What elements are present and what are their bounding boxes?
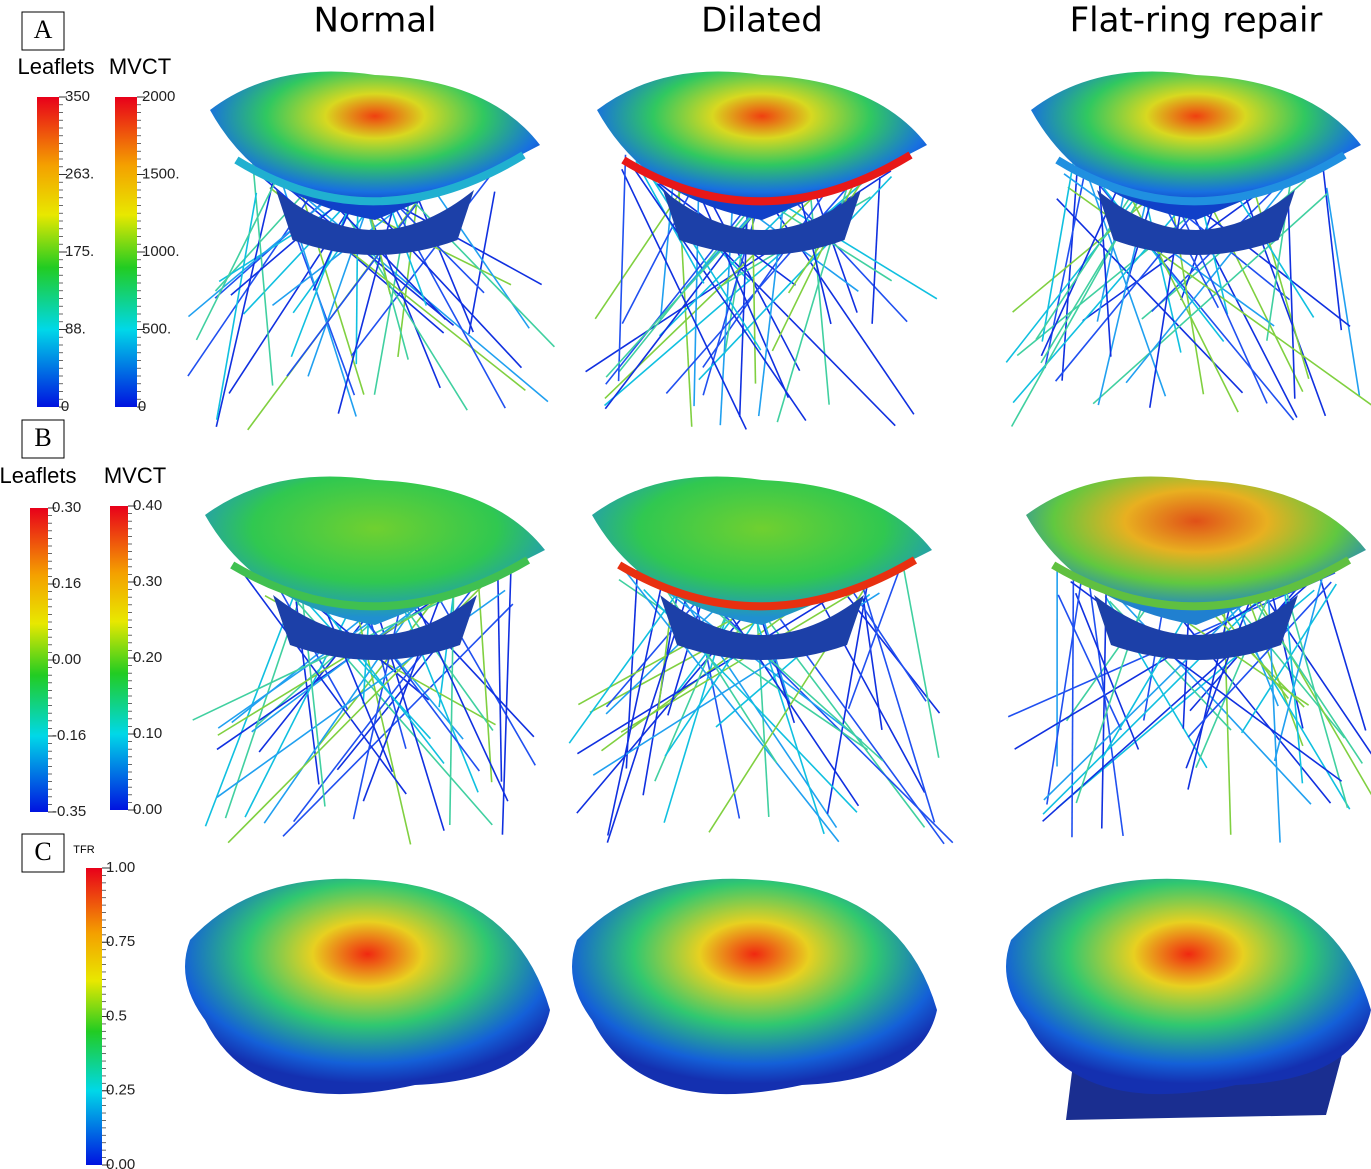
colorbar-tick-label: 500. [142, 320, 171, 337]
column-header: Normal [313, 1, 436, 41]
colorbar-tick-label: -0.35 [52, 803, 86, 820]
colorbar-tick-label: 88. [65, 320, 86, 337]
colorbar-tick-label: 0.75 [106, 933, 135, 950]
colorbar-tick-label: 0.5 [106, 1007, 127, 1024]
valve-rendering [1008, 477, 1371, 843]
colorbar [37, 97, 59, 407]
valve-rendering [586, 72, 937, 430]
colorbar [86, 868, 102, 1165]
panel-label: C [34, 837, 51, 866]
colorbar-tick-label: 263. [65, 165, 94, 182]
colorbar-tick-label: 0.10 [133, 725, 162, 742]
colorbar [110, 506, 128, 810]
valve-rendering [188, 72, 554, 430]
chorda [872, 177, 880, 324]
column-header: Flat-ring repair [1070, 1, 1323, 41]
colorbar-tick-label: 0.00 [106, 1156, 135, 1169]
chorda [1047, 558, 1085, 804]
valve-surface [1006, 879, 1371, 1094]
colorbar-tick-label: 2000 [142, 88, 175, 105]
colorbar-tick-label: -0.16 [52, 727, 86, 744]
chorda [498, 569, 502, 781]
colorbar-tick-label: 0.25 [106, 1082, 135, 1099]
colorbar-title: TFR [73, 844, 94, 856]
valve-surface [572, 879, 937, 1094]
panel-label: A [34, 15, 53, 44]
colorbar-tick-label: 350 [65, 88, 90, 105]
column-header: Dilated [701, 1, 823, 41]
chorda [1045, 160, 1087, 368]
valve-rendering [1006, 72, 1371, 427]
colorbar-tick-label: 0.16 [52, 575, 81, 592]
colorbar-tick-label: 0.00 [133, 801, 162, 818]
valve-rendering [193, 477, 545, 845]
colorbar-tick-label: 175. [65, 243, 94, 260]
chorda [1041, 168, 1126, 355]
colorbar-tick-label: 1500. [142, 165, 180, 182]
colorbar-title: Leaflets [0, 463, 77, 488]
valve-surface [185, 879, 550, 1094]
colorbar-tick-label: 0 [61, 398, 69, 415]
valve-rendering [569, 477, 953, 844]
chorda [1322, 158, 1341, 330]
colorbar-title: MVCT [109, 54, 171, 79]
figure: Normal Dilated Flat-ring repair A Leaflets 35… [0, 0, 1371, 1169]
chorda [1327, 188, 1360, 396]
colorbar-tick-label: 1000. [142, 243, 180, 260]
colorbar-tick-label: 1.00 [106, 859, 135, 876]
colorbar-tick-label: 0.00 [52, 651, 81, 668]
chorda [626, 558, 638, 768]
valve-top-view [1006, 879, 1371, 1120]
chorda [904, 571, 939, 758]
colorbar-tick-label: 0.30 [133, 573, 162, 590]
colorbar [30, 508, 48, 812]
colorbar-tick-label: 0.20 [133, 649, 162, 666]
colorbar [115, 97, 137, 407]
valve-top-view [572, 879, 937, 1094]
panel-label: B [34, 423, 51, 452]
valve-top-view [185, 879, 550, 1094]
renderings [185, 72, 1371, 1120]
colorbar-tick-label: 0 [138, 398, 146, 415]
colorbar-title: MVCT [104, 463, 166, 488]
colorbar-tick-label: 0.40 [133, 497, 162, 514]
colorbar-title: Leaflets [17, 54, 94, 79]
chorda [851, 589, 926, 701]
colorbar-tick-label: 0.30 [52, 499, 81, 516]
